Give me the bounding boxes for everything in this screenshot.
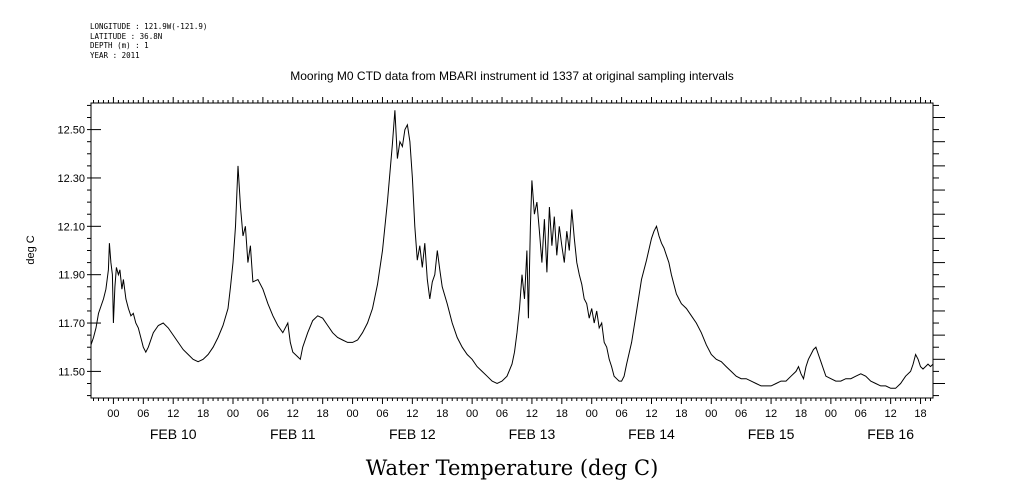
y-tick-label: 11.70: [58, 318, 85, 330]
y-tick-label: 11.50: [58, 366, 85, 378]
x-hour-label: 06: [855, 408, 867, 420]
x-date-label: FEB 13: [509, 426, 556, 442]
x-date-label: FEB 11: [270, 426, 316, 442]
x-hour-label: 06: [615, 408, 627, 420]
x-hour-label: 00: [825, 408, 837, 420]
x-hour-label: 00: [107, 408, 119, 420]
metadata-year: YEAR : 2011: [90, 50, 140, 60]
x-hour-label: 18: [436, 408, 448, 420]
axis-ticks: [87, 97, 945, 404]
y-tick-label: 12.30: [57, 173, 85, 185]
y-tick-label: 11.90: [58, 270, 85, 282]
x-hour-label: 12: [406, 408, 418, 420]
metadata-block: LONGITUDE : 121.9W(-121.9) LATITUDE : 36…: [90, 22, 207, 60]
x-hour-label: 18: [914, 408, 926, 420]
x-hour-label: 18: [556, 408, 568, 420]
x-date-label: FEB 14: [628, 426, 675, 442]
metadata-longitude: LONGITUDE : 121.9W(-121.9): [90, 22, 208, 31]
y-tick-label: 12.50: [57, 125, 85, 137]
x-hour-label: 00: [466, 408, 478, 420]
metadata-latitude: LATITUDE : 36.8N: [90, 31, 163, 41]
plot-frame: [90, 102, 934, 399]
x-hour-label: 18: [795, 408, 807, 420]
x-hour-label: 18: [197, 408, 209, 420]
x-date-label: FEB 12: [389, 426, 436, 442]
y-tick-label: 12.10: [57, 221, 85, 233]
x-hour-label: 00: [227, 408, 239, 420]
x-axis-label: Water Temperature (deg C): [366, 456, 659, 480]
x-date-label: FEB 16: [867, 426, 914, 442]
x-hour-label: 18: [317, 408, 329, 420]
x-hour-label: 12: [287, 408, 299, 420]
x-date-label: FEB 15: [748, 426, 795, 442]
x-hour-label: 12: [765, 408, 777, 420]
x-hour-label: 00: [586, 408, 598, 420]
x-hour-label: 06: [257, 408, 269, 420]
x-hour-label: 06: [376, 408, 388, 420]
x-hour-label: 12: [885, 408, 897, 420]
y-axis-label: deg C: [25, 235, 37, 264]
metadata-depth: DEPTH (m) : 1: [90, 41, 149, 50]
x-hour-label: 12: [645, 408, 657, 420]
x-date-label: FEB 10: [150, 426, 197, 442]
x-hour-label: 18: [675, 408, 687, 420]
x-hour-label: 06: [496, 408, 508, 420]
x-hour-label: 06: [137, 408, 149, 420]
x-hour-label: 06: [735, 408, 747, 420]
water-temperature-line: [90, 110, 934, 389]
x-hour-label: 12: [526, 408, 538, 420]
x-hour-label: 00: [705, 408, 717, 420]
x-hour-label: 00: [346, 408, 358, 420]
chart-title: Mooring M0 CTD data from MBARI instrumen…: [290, 69, 734, 83]
axis-labels: 00 06 12 18 00 06 12 18 00 06 12 18 00 06 12 18 00 06 12 18…: [57, 125, 926, 442]
x-hour-label: 12: [167, 408, 179, 420]
